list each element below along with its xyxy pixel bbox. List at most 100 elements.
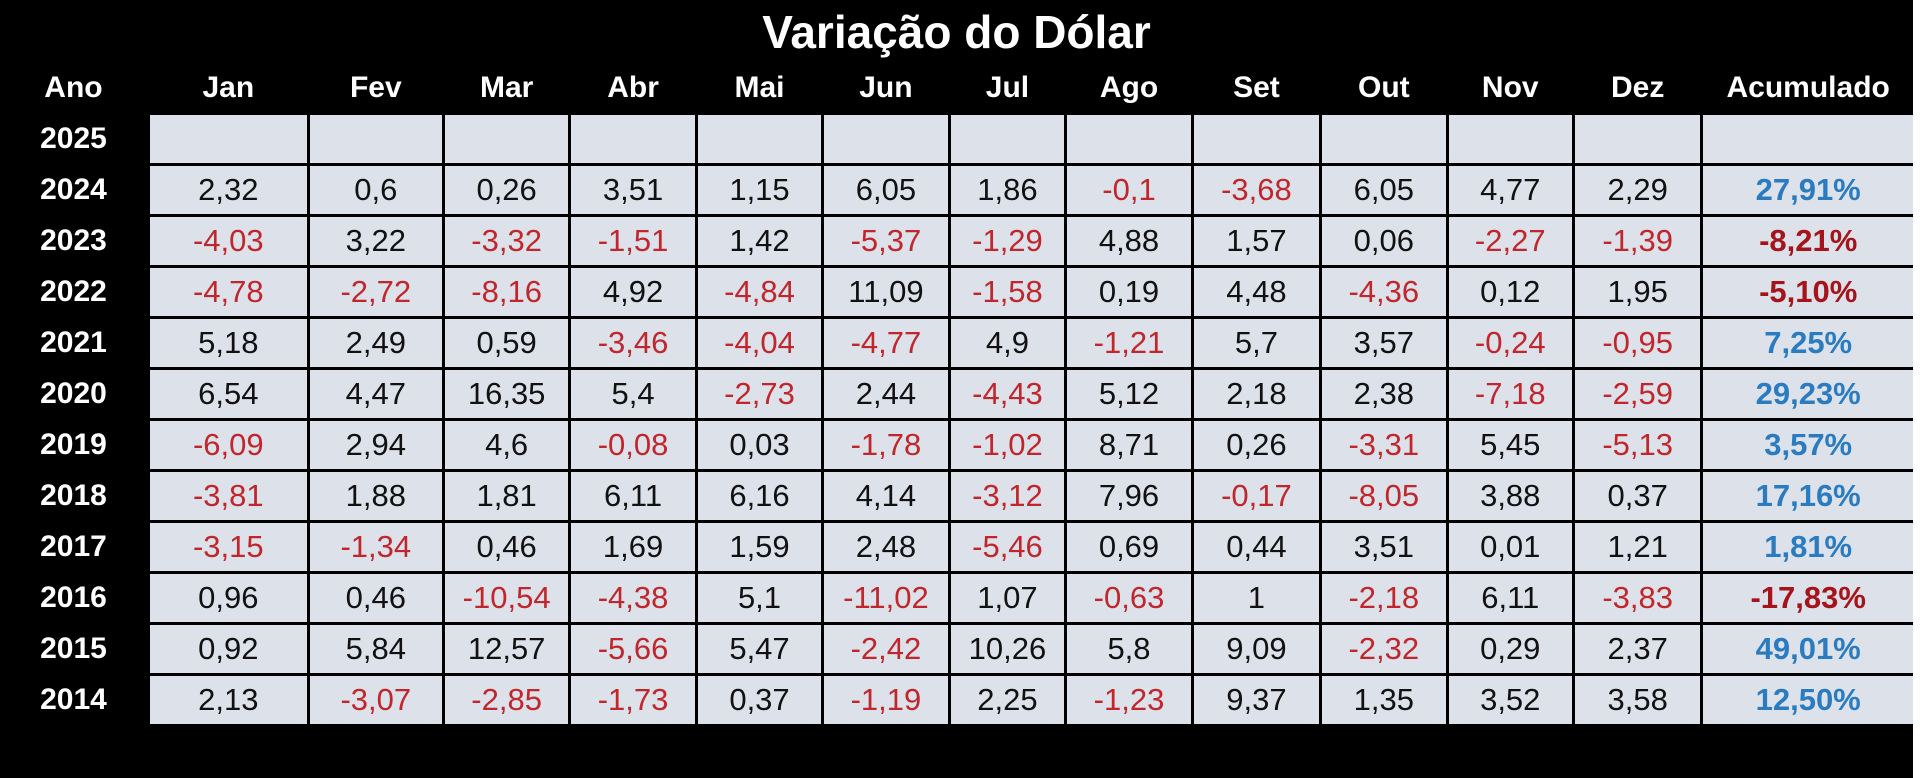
accumulated-cell: -5,10%: [1703, 268, 1913, 316]
cell: [309, 115, 442, 163]
cell: -1,34: [309, 523, 442, 571]
cell: -0,08: [571, 421, 695, 469]
cell: -4,04: [697, 319, 822, 367]
cell: 3,51: [1322, 523, 1446, 571]
cell: [444, 115, 569, 163]
header-cell: Mar: [444, 64, 569, 112]
cell: 4,92: [571, 268, 695, 316]
cell: 4,48: [1193, 268, 1320, 316]
cell: 0,29: [1448, 625, 1572, 673]
cell: 6,11: [571, 472, 695, 520]
cell: -4,38: [571, 574, 695, 622]
cell: 1,59: [697, 523, 822, 571]
cell: -7,18: [1448, 370, 1572, 418]
cell: [1448, 115, 1572, 163]
cell: -2,73: [697, 370, 822, 418]
cell: [697, 115, 822, 163]
cell: 3,52: [1448, 676, 1572, 724]
year-cell: 2022: [0, 268, 147, 316]
header-cell: Mai: [697, 64, 822, 112]
cell: 4,88: [1067, 217, 1191, 265]
header-cell: Jun: [824, 64, 948, 112]
cell: 0,96: [149, 574, 307, 622]
cell: 2,49: [309, 319, 442, 367]
header-cell: Set: [1193, 64, 1320, 112]
cell: 0,06: [1322, 217, 1446, 265]
year-cell: 2018: [0, 472, 147, 520]
cell: 3,22: [309, 217, 442, 265]
cell: -1,21: [1067, 319, 1191, 367]
accumulated-cell: 27,91%: [1703, 166, 1913, 214]
cell: 3,57: [1322, 319, 1446, 367]
year-cell: 2014: [0, 676, 147, 724]
cell: -3,15: [149, 523, 307, 571]
cell: -5,46: [950, 523, 1065, 571]
cell: 6,16: [697, 472, 822, 520]
cell: 8,71: [1067, 421, 1191, 469]
cell: -8,05: [1322, 472, 1446, 520]
cell: 3,51: [571, 166, 695, 214]
year-cell: 2019: [0, 421, 147, 469]
cell: -3,31: [1322, 421, 1446, 469]
cell: 9,09: [1193, 625, 1320, 673]
cell: 0,59: [444, 319, 569, 367]
cell: -0,24: [1448, 319, 1572, 367]
header-cell: Ano: [0, 64, 147, 112]
accumulated-cell: -17,83%: [1703, 574, 1913, 622]
cell: 6,05: [824, 166, 948, 214]
cell: -1,73: [571, 676, 695, 724]
cell: -1,19: [824, 676, 948, 724]
cell: 0,6: [309, 166, 442, 214]
cell: 0,26: [1193, 421, 1320, 469]
accumulated-cell: [1703, 115, 1913, 163]
cell: -2,85: [444, 676, 569, 724]
cell: 2,37: [1574, 625, 1701, 673]
accumulated-cell: -8,21%: [1703, 217, 1913, 265]
cell: -2,27: [1448, 217, 1572, 265]
accumulated-cell: 17,16%: [1703, 472, 1913, 520]
cell: 11,09: [824, 268, 948, 316]
table: Ano Jan Fev Mar Abr Mai Jun Jul Ago Set Out Nov Dez A…: [0, 64, 1913, 778]
cell: -3,07: [309, 676, 442, 724]
cell: -3,81: [149, 472, 307, 520]
header-cell: Ago: [1067, 64, 1191, 112]
cell: 2,32: [149, 166, 307, 214]
cell: -4,36: [1322, 268, 1446, 316]
cell: 12,57: [444, 625, 569, 673]
header-cell: Fev: [309, 64, 442, 112]
cell: 0,44: [1193, 523, 1320, 571]
accumulated-cell: 7,25%: [1703, 319, 1913, 367]
cell: 16,35: [444, 370, 569, 418]
accumulated-cell: 12,50%: [1703, 676, 1913, 724]
header-cell: Dez: [1574, 64, 1701, 112]
cell: 5,12: [1067, 370, 1191, 418]
cell: -0,1: [1067, 166, 1191, 214]
cell: -0,63: [1067, 574, 1191, 622]
cell: [824, 115, 948, 163]
cell: 3,58: [1574, 676, 1701, 724]
cell: 2,29: [1574, 166, 1701, 214]
year-cell: 2025: [0, 115, 147, 163]
cell: [950, 115, 1065, 163]
cell: 4,14: [824, 472, 948, 520]
year-cell: 2021: [0, 319, 147, 367]
cell: -2,59: [1574, 370, 1701, 418]
header-cell: Nov: [1448, 64, 1572, 112]
cell: -1,51: [571, 217, 695, 265]
cell: [1322, 115, 1446, 163]
cell: -2,18: [1322, 574, 1446, 622]
header-cell: Jan: [149, 64, 307, 112]
cell: 1,15: [697, 166, 822, 214]
cell: 5,84: [309, 625, 442, 673]
accumulated-cell: 29,23%: [1703, 370, 1913, 418]
cell: 0,69: [1067, 523, 1191, 571]
cell: -5,37: [824, 217, 948, 265]
cell: 1,86: [950, 166, 1065, 214]
cell: 7,96: [1067, 472, 1191, 520]
cell: 1,69: [571, 523, 695, 571]
cell: -1,29: [950, 217, 1065, 265]
cell: 0,12: [1448, 268, 1572, 316]
cell: 1,81: [444, 472, 569, 520]
cell: -6,09: [149, 421, 307, 469]
